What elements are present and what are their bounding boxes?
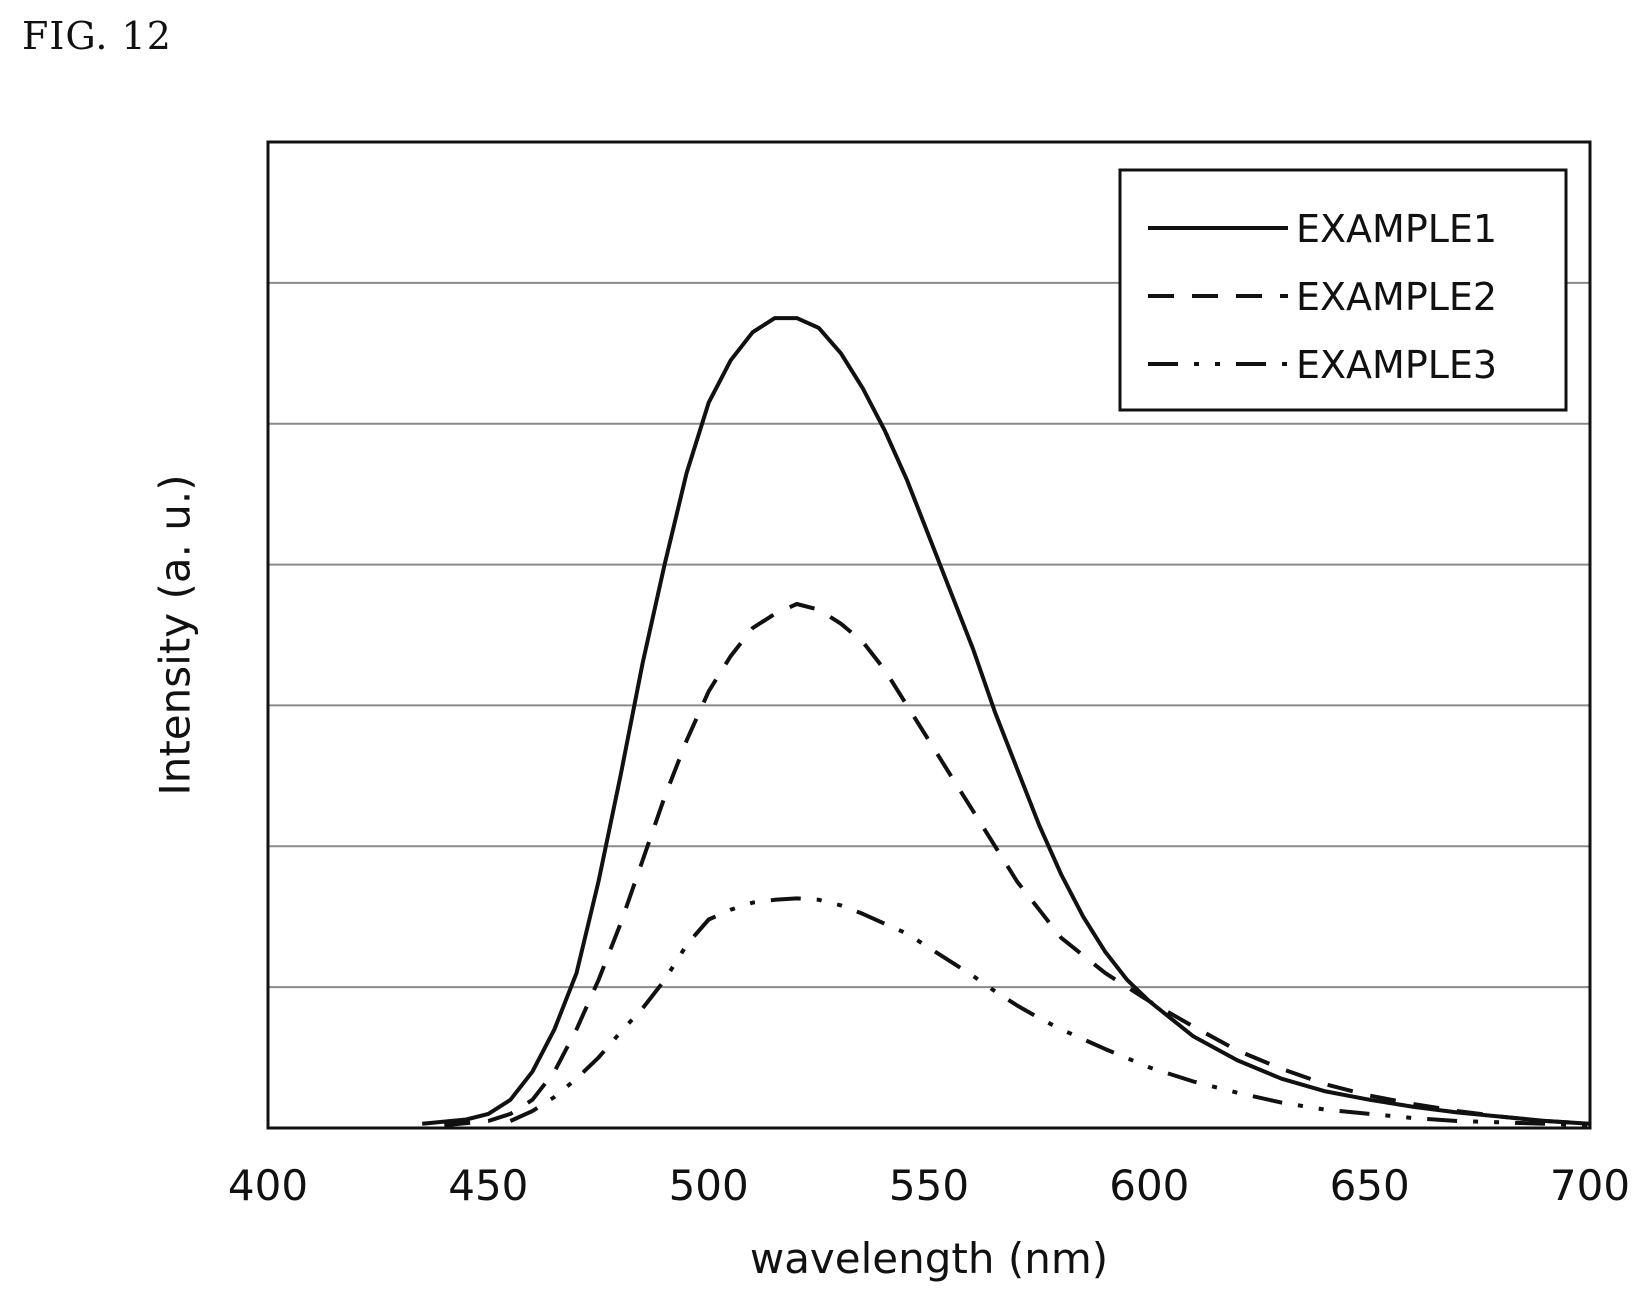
x-tick-labels: 400 450 500 550 600 650 700 <box>228 1161 1630 1210</box>
x-tick-label: 600 <box>1109 1161 1189 1210</box>
x-tick-label: 700 <box>1550 1161 1630 1210</box>
x-tick-label: 400 <box>228 1161 308 1210</box>
series-line-1 <box>422 316 1591 1126</box>
series-line-3 <box>509 896 1591 1128</box>
x-tick-label: 550 <box>889 1161 969 1210</box>
x-tick-label: 650 <box>1330 1161 1410 1210</box>
legend-box <box>1118 168 1568 412</box>
x-tick-label: 500 <box>669 1161 749 1210</box>
series-layer <box>422 316 1591 1128</box>
figure-label: FIG. 12 <box>22 14 172 58</box>
y-axis-label: Intensity (a. u.) <box>151 474 200 795</box>
legend: EXAMPLE1 EXAMPLE2 EXAMPLE3 <box>1118 168 1568 412</box>
legend-label: EXAMPLE1 <box>1296 207 1497 251</box>
legend-label: EXAMPLE2 <box>1296 275 1497 319</box>
plot-frame <box>266 140 1592 1130</box>
x-tick-label: 450 <box>448 1161 528 1210</box>
legend-label: EXAMPLE3 <box>1296 343 1497 387</box>
x-axis-label: wavelength (nm) <box>750 1234 1108 1283</box>
series-line-2 <box>444 602 1591 1128</box>
